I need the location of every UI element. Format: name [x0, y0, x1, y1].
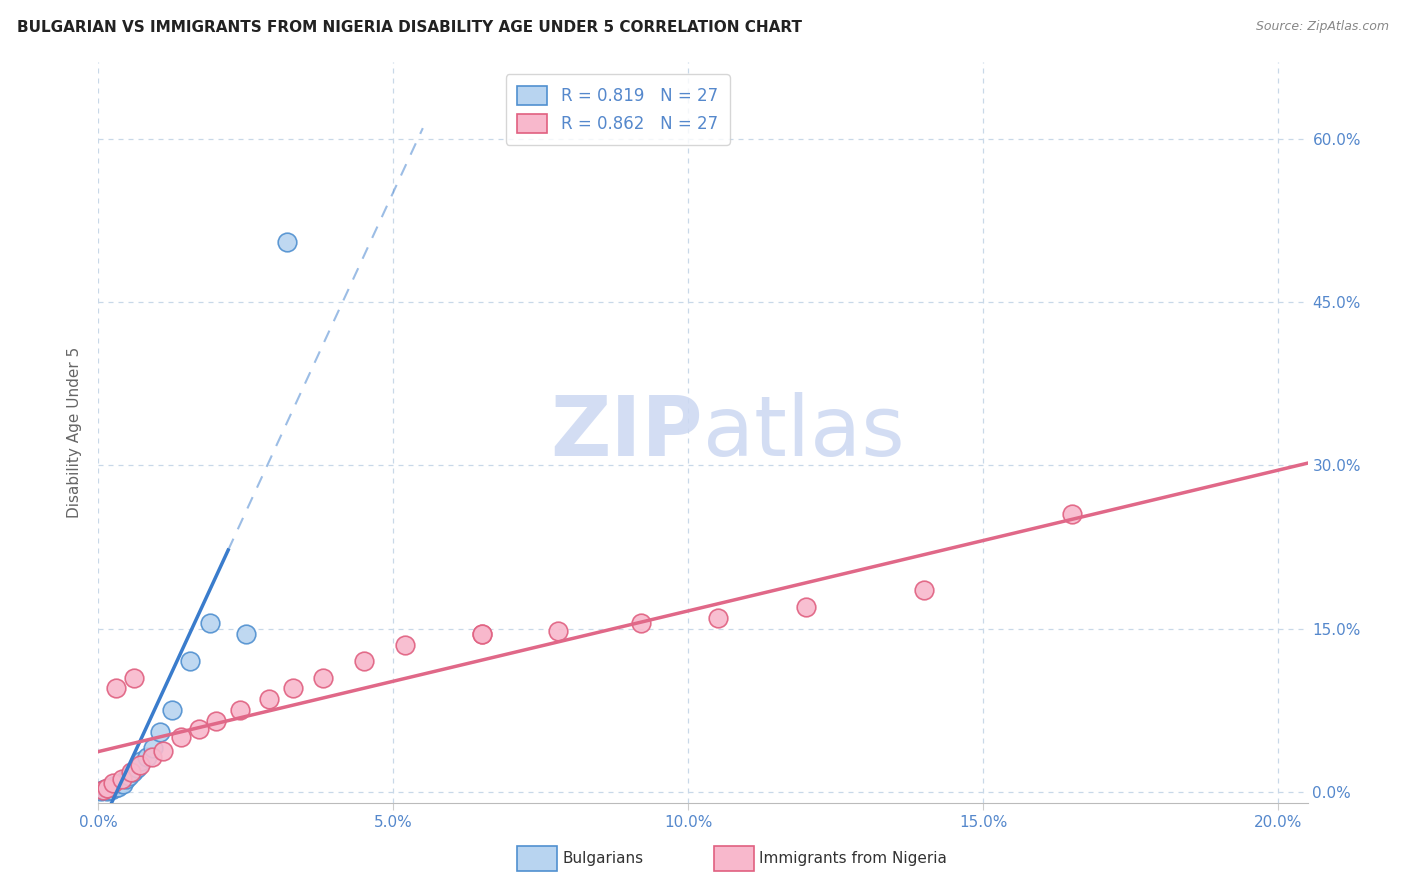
Point: [120, 765, 142, 780]
Point: [91, 783, 114, 797]
Point: [200, 616, 222, 631]
Point: [105, 681, 128, 696]
Point: [90, 784, 112, 798]
Point: [93, 782, 115, 797]
Point: [141, 750, 163, 764]
Point: [281, 681, 304, 696]
Point: [98, 780, 121, 795]
Point: [97, 781, 120, 796]
Point: [96, 780, 118, 795]
Point: [111, 772, 134, 786]
Point: [107, 780, 129, 794]
Point: [112, 777, 135, 791]
Point: [128, 757, 150, 772]
Point: [131, 755, 153, 769]
Point: [94, 782, 117, 797]
Point: [394, 638, 416, 652]
Point: [135, 750, 157, 764]
Point: [149, 725, 172, 739]
Point: [121, 765, 143, 780]
Point: [706, 611, 728, 625]
Point: [187, 722, 209, 736]
Point: [105, 778, 128, 792]
Point: [96, 784, 118, 798]
Point: [101, 780, 124, 794]
Point: [205, 714, 228, 728]
Point: [142, 741, 165, 756]
Point: [471, 627, 494, 641]
Point: [1060, 508, 1083, 522]
Point: [115, 772, 138, 786]
Text: Immigrants from Nigeria: Immigrants from Nigeria: [759, 851, 948, 865]
Point: [160, 703, 183, 717]
Point: [152, 743, 174, 757]
Text: ZIP: ZIP: [551, 392, 703, 473]
Point: [91, 783, 114, 797]
Point: [276, 235, 298, 249]
Point: [170, 731, 193, 745]
Point: [912, 583, 935, 598]
Point: [100, 782, 122, 797]
Point: [259, 692, 281, 706]
Point: [471, 627, 494, 641]
Point: [118, 768, 141, 782]
Legend: R = 0.819   N = 27, R = 0.862   N = 27: R = 0.819 N = 27, R = 0.862 N = 27: [506, 74, 730, 145]
Point: [179, 654, 201, 668]
Point: [235, 627, 257, 641]
Point: [101, 776, 124, 790]
Point: [547, 624, 569, 638]
Text: BULGARIAN VS IMMIGRANTS FROM NIGERIA DISABILITY AGE UNDER 5 CORRELATION CHART: BULGARIAN VS IMMIGRANTS FROM NIGERIA DIS…: [17, 20, 801, 35]
Point: [110, 776, 132, 790]
Point: [122, 671, 145, 685]
Point: [794, 599, 817, 614]
Point: [311, 671, 333, 685]
Text: Source: ZipAtlas.com: Source: ZipAtlas.com: [1256, 20, 1389, 33]
Point: [125, 761, 148, 775]
Y-axis label: Disability Age Under 5: Disability Age Under 5: [67, 347, 83, 518]
Point: [104, 781, 127, 796]
Point: [630, 616, 652, 631]
Text: atlas: atlas: [703, 392, 904, 473]
Text: Bulgarians: Bulgarians: [562, 851, 644, 865]
Point: [353, 654, 375, 668]
Point: [229, 703, 252, 717]
